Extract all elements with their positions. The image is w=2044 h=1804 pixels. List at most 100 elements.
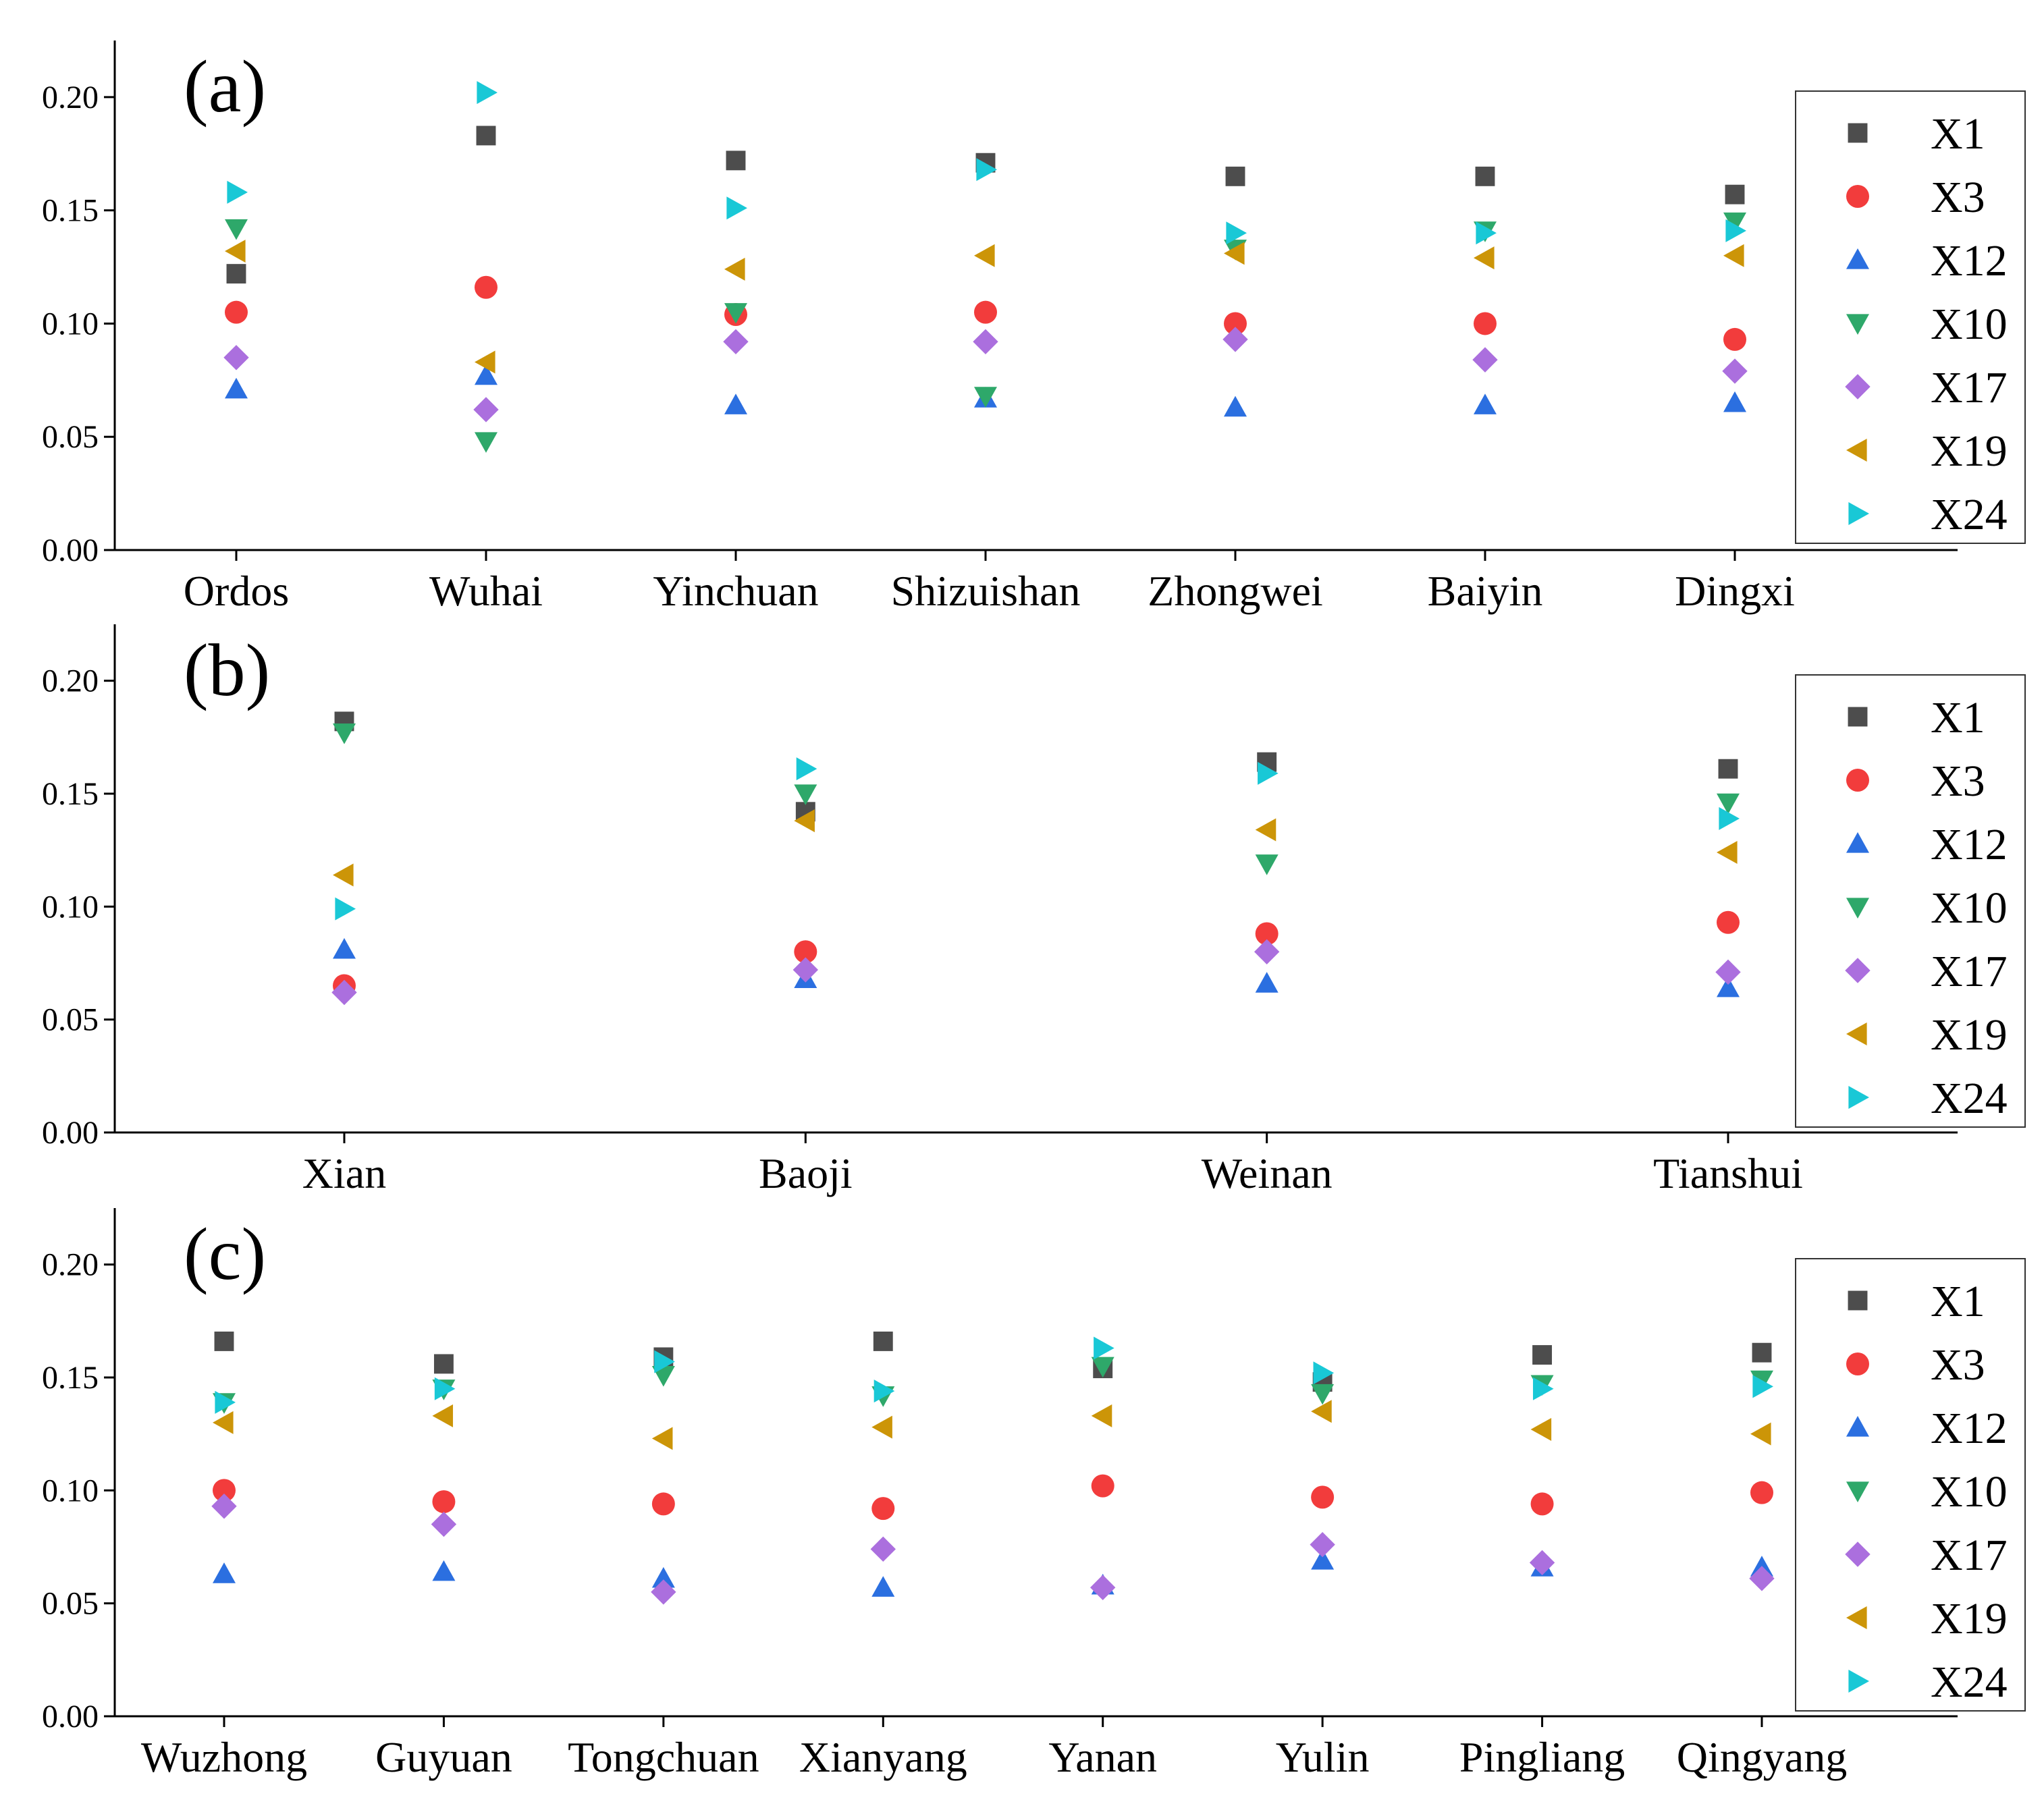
data-point-x17 — [1715, 959, 1741, 985]
data-point-x19 — [225, 240, 246, 263]
data-point-x19 — [651, 1427, 673, 1450]
data-point-x10 — [333, 723, 356, 744]
data-point-x19 — [1224, 242, 1245, 265]
panel-label: (c) — [184, 1213, 266, 1295]
data-point-x17 — [651, 1579, 676, 1605]
data-point-x3 — [651, 1492, 675, 1516]
legend-label: X17 — [1931, 1531, 2008, 1580]
x-tick-label: Xian — [302, 1149, 386, 1197]
data-point-x10 — [974, 387, 997, 408]
data-point-x17 — [792, 957, 819, 983]
y-tick-label: 0.05 — [42, 1586, 99, 1622]
data-point-x12 — [475, 364, 497, 385]
data-point-x24 — [215, 1390, 236, 1414]
data-point-x17 — [331, 979, 357, 1006]
data-point-x19 — [1311, 1400, 1332, 1423]
data-point-x3 — [1474, 312, 1497, 335]
data-point-x17 — [223, 345, 249, 371]
y-tick-label: 0.05 — [42, 419, 99, 455]
data-point-x24 — [726, 196, 747, 220]
panel-label: (a) — [184, 45, 266, 128]
y-tick-label: 0.00 — [42, 1699, 99, 1734]
data-point-x17 — [1254, 939, 1280, 964]
legend-label: X19 — [1931, 1010, 2008, 1060]
data-point-x17 — [431, 1511, 457, 1537]
legend-label: X3 — [1931, 757, 1985, 806]
data-point-x10 — [225, 219, 248, 240]
x-tick-label: Zhongwei — [1148, 567, 1323, 615]
data-point-x3 — [974, 300, 997, 324]
legend-box — [1795, 1258, 2026, 1712]
data-point-x12 — [651, 1566, 675, 1588]
data-point-x19 — [333, 863, 354, 887]
data-point-x17 — [1529, 1550, 1555, 1576]
y-tick-label: 0.20 — [42, 663, 99, 699]
x-tick-label: Weinan — [1202, 1149, 1333, 1197]
y-tick-label: 0.10 — [42, 1473, 99, 1508]
x-tick-label: Xianyang — [799, 1733, 967, 1781]
legend-marker-x24 — [1848, 502, 1869, 525]
data-point-x17 — [473, 397, 499, 422]
legend-marker-x19 — [1846, 1022, 1867, 1045]
legend-label: X24 — [1931, 1658, 2008, 1707]
data-point-x24 — [1752, 1375, 1773, 1398]
legend-marker-x17 — [1845, 374, 1871, 400]
data-point-x19 — [974, 244, 995, 267]
legend-marker-x17 — [1845, 1541, 1871, 1567]
data-point-x24 — [654, 1350, 675, 1373]
data-point-x24 — [976, 158, 997, 182]
data-point-x3 — [1717, 910, 1740, 934]
data-point-x12 — [871, 1576, 895, 1597]
legend-marker-x17 — [1845, 958, 1871, 983]
data-point-x12 — [225, 377, 248, 399]
data-point-x3 — [1750, 1481, 1773, 1504]
data-point-x3 — [1530, 1492, 1554, 1516]
legend-label: X3 — [1931, 1340, 1985, 1390]
data-point-x3 — [432, 1490, 456, 1514]
legend-label: X17 — [1931, 947, 2008, 996]
x-tick-label: Wuzhong — [141, 1733, 307, 1781]
legend: X1 X3 X12 X10 X17 X19 X24 — [1795, 1258, 2026, 1712]
data-point-x12 — [1311, 1549, 1335, 1570]
legend-label: X12 — [1931, 236, 2008, 285]
data-point-x1 — [1752, 1342, 1772, 1363]
legend-marker-x3 — [1846, 185, 1869, 208]
data-point-x17 — [870, 1536, 896, 1562]
legend-marker-x3 — [1846, 1352, 1869, 1375]
data-point-x12 — [1723, 391, 1746, 412]
legend-marker-x1 — [1848, 1290, 1868, 1311]
scatter-panel-b: 0.00 0.05 0.10 0.15 0.20 Xian Baoji Weinan Tians… — [42, 624, 2026, 1197]
data-point-x24 — [227, 180, 248, 204]
data-point-x24 — [1226, 221, 1247, 245]
data-point-x24 — [335, 897, 356, 921]
data-point-x1 — [433, 1354, 454, 1374]
y-tick-label: 0.10 — [42, 889, 99, 925]
panel-label: (b) — [184, 629, 270, 711]
y-tick-label: 0.00 — [42, 1115, 99, 1151]
legend-label: X12 — [1931, 1404, 2008, 1453]
x-tick-label: Yanan — [1048, 1733, 1157, 1781]
x-tick-label: Tianshui — [1653, 1149, 1803, 1197]
data-point-x24 — [1313, 1361, 1335, 1385]
data-point-x1 — [226, 264, 246, 284]
legend-marker-x24 — [1848, 1086, 1869, 1109]
data-point-x17 — [1722, 358, 1748, 384]
x-tick-label: Guyuan — [375, 1733, 512, 1781]
data-point-x12 — [1474, 393, 1497, 414]
legend-marker-x12 — [1846, 248, 1869, 269]
data-point-x24 — [1258, 761, 1279, 785]
x-tick-label: Tongchuan — [568, 1733, 759, 1781]
legend-marker-x10 — [1846, 314, 1869, 335]
data-point-x17 — [1222, 327, 1248, 352]
data-point-x19 — [1530, 1417, 1552, 1441]
legend-label: X1 — [1931, 109, 1985, 159]
data-point-x17 — [1749, 1566, 1775, 1591]
x-tick-label: Shizuishan — [891, 567, 1081, 615]
data-point-x17 — [723, 329, 749, 354]
data-point-x12 — [333, 937, 356, 959]
data-point-x19 — [1717, 841, 1738, 865]
x-tick-label: Dingxi — [1675, 567, 1795, 615]
legend-marker-x24 — [1848, 1670, 1869, 1693]
x-tick-label: Baoji — [759, 1149, 853, 1197]
data-point-x17 — [211, 1494, 237, 1519]
